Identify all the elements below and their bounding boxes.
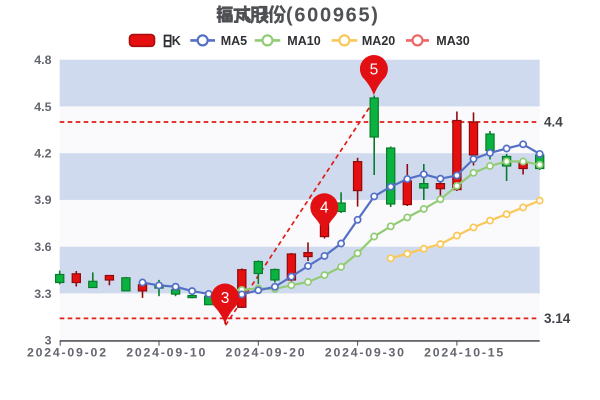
svg-text:3: 3	[45, 334, 52, 348]
svg-text:4.2: 4.2	[34, 147, 51, 161]
svg-text:3: 3	[221, 290, 230, 307]
svg-text:4.5: 4.5	[34, 100, 51, 114]
svg-text:4.8: 4.8	[34, 53, 51, 67]
svg-text:3.14: 3.14	[544, 311, 571, 326]
svg-text:MA30: MA30	[436, 34, 469, 48]
svg-text:5: 5	[370, 61, 379, 78]
svg-text:MA10: MA10	[287, 34, 320, 48]
svg-text:4: 4	[320, 200, 329, 217]
svg-text:K: K	[172, 34, 181, 48]
svg-text:2024-09-02: 2024-09-02	[27, 345, 108, 359]
svg-text:(600965): (600965)	[286, 4, 380, 26]
svg-text:2024-09-10: 2024-09-10	[126, 345, 207, 359]
svg-text:4.4: 4.4	[544, 115, 563, 130]
svg-text:3.9: 3.9	[34, 193, 51, 207]
svg-text:2024-10-15: 2024-10-15	[424, 345, 505, 359]
svg-text:2024-09-20: 2024-09-20	[226, 345, 307, 359]
svg-text:MA20: MA20	[362, 34, 395, 48]
svg-text:3.6: 3.6	[34, 240, 51, 254]
svg-text:MA5: MA5	[221, 34, 247, 48]
svg-text:2024-09-30: 2024-09-30	[325, 345, 406, 359]
svg-text:3.3: 3.3	[34, 287, 51, 301]
